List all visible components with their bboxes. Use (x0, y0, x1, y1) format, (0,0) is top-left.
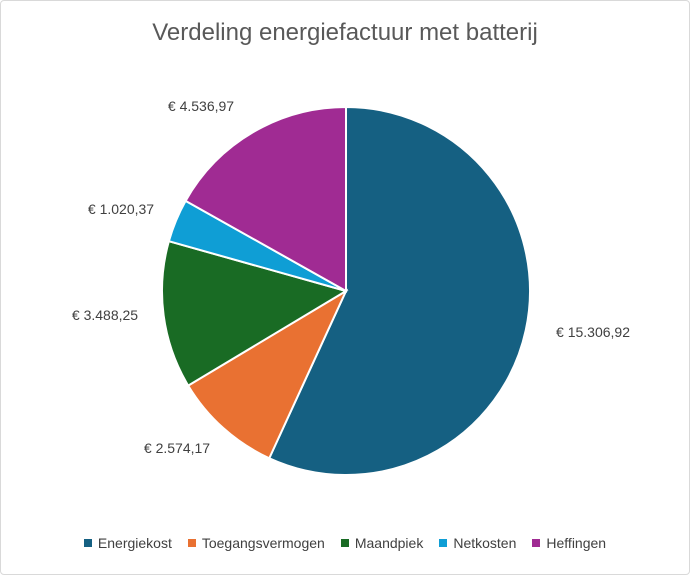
legend-swatch (439, 539, 448, 547)
legend-label: Energiekost (97, 535, 172, 551)
legend-swatch (340, 539, 349, 547)
pie-slice-maandpiek (161, 239, 349, 387)
data-label-netkosten: € 1.020,37 (88, 201, 154, 217)
legend-swatch (83, 539, 92, 547)
legend-swatch (187, 539, 196, 547)
legend-label: Toegangsvermogen (201, 535, 325, 551)
legend-item-toegangsvermogen: Toegangsvermogen (187, 535, 325, 551)
legend-label: Heffingen (546, 535, 607, 551)
legend: Energiekost Toegangsvermogen Maandpiek Netk… (1, 535, 689, 551)
legend-swatch (532, 539, 541, 547)
pie-slice-heffingen (184, 105, 347, 293)
data-label-energiekost: € 15.306,92 (556, 324, 630, 340)
legend-item-heffingen: Heffingen (532, 535, 606, 551)
pie-slice-toegangsvermogen (186, 288, 349, 460)
data-label-maandpiek: € 3.488,25 (72, 307, 138, 323)
data-label-heffingen: € 4.536,97 (168, 98, 234, 114)
legend-item-energiekost: Energiekost (83, 535, 172, 551)
legend-label: Maandpiek (354, 535, 424, 551)
legend-item-maandpiek: Maandpiek (340, 535, 424, 551)
legend-item-netkosten: Netkosten (439, 535, 516, 551)
data-label-toegangsvermogen: € 2.574,17 (144, 440, 210, 456)
legend-label: Netkosten (453, 535, 517, 551)
pie-slice-energiekost (267, 105, 531, 476)
chart-title: Verdeling energiefactuur met batterij (152, 19, 538, 46)
